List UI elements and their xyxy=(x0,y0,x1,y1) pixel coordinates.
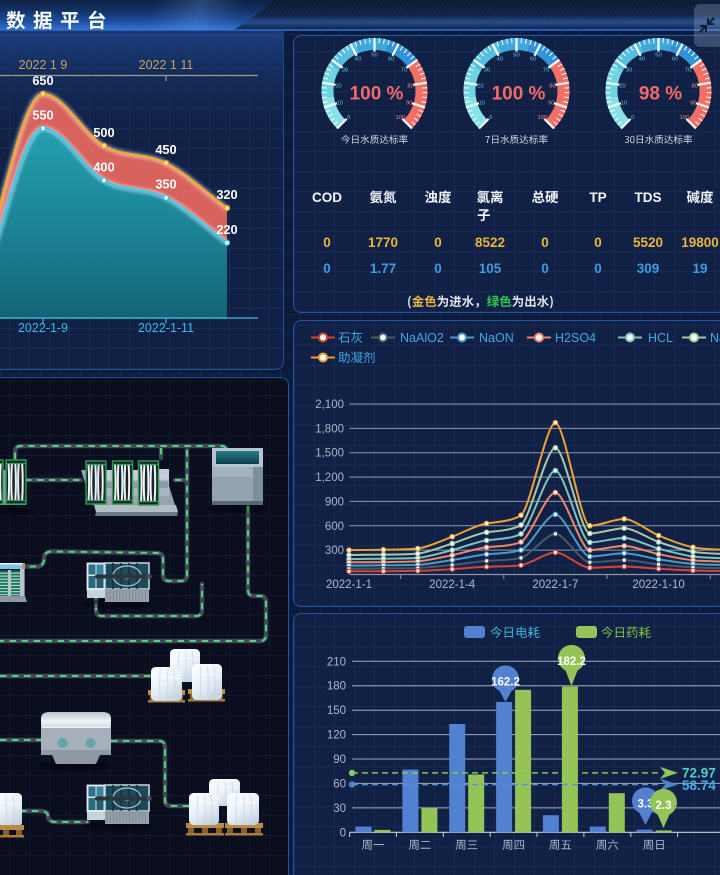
svg-text:2022-1-1: 2022-1-1 xyxy=(326,579,372,591)
svg-text:0: 0 xyxy=(347,115,350,121)
svg-text:8522: 8522 xyxy=(475,235,505,250)
svg-text:210: 210 xyxy=(327,656,346,668)
svg-text:58.74: 58.74 xyxy=(682,778,716,793)
svg-text:2,100: 2,100 xyxy=(315,399,344,411)
svg-text:0: 0 xyxy=(323,261,331,276)
svg-text:90: 90 xyxy=(548,100,554,106)
svg-text:0: 0 xyxy=(541,261,549,276)
svg-text:0: 0 xyxy=(594,261,602,276)
svg-text:2022-1-10: 2022-1-10 xyxy=(632,579,684,591)
svg-text:600: 600 xyxy=(325,521,344,533)
svg-text:900: 900 xyxy=(325,496,344,508)
svg-text:0: 0 xyxy=(434,235,442,250)
svg-text:20: 20 xyxy=(619,83,625,89)
svg-text:180: 180 xyxy=(327,681,346,693)
svg-text:1.77: 1.77 xyxy=(370,261,396,276)
svg-text:70: 70 xyxy=(401,68,407,74)
svg-text:60: 60 xyxy=(672,57,678,63)
svg-text:100: 100 xyxy=(537,115,547,121)
svg-text:10: 10 xyxy=(479,100,485,106)
svg-text:TP: TP xyxy=(589,190,606,205)
svg-text:30: 30 xyxy=(626,68,632,74)
svg-text:0: 0 xyxy=(631,115,634,121)
svg-text:30: 30 xyxy=(342,68,348,74)
svg-text:50: 50 xyxy=(513,53,519,59)
svg-text:350: 350 xyxy=(155,177,176,192)
svg-text:162.2: 162.2 xyxy=(491,677,520,689)
svg-text:1,500: 1,500 xyxy=(315,448,344,460)
svg-text:0: 0 xyxy=(541,235,549,250)
svg-text:2022-1-7: 2022-1-7 xyxy=(532,579,578,591)
svg-text:100: 100 xyxy=(679,115,689,121)
svg-text:100: 100 xyxy=(395,115,405,121)
svg-text:40: 40 xyxy=(497,57,503,63)
svg-text:1,800: 1,800 xyxy=(315,423,344,435)
svg-text:100 %: 100 % xyxy=(350,84,404,105)
svg-text:1770: 1770 xyxy=(368,235,398,250)
svg-text:2022-1-9: 2022-1-9 xyxy=(18,321,68,335)
svg-text:19: 19 xyxy=(692,261,707,276)
svg-text:NaCLO: NaCLO xyxy=(710,331,720,345)
svg-text:HCL: HCL xyxy=(648,331,673,345)
svg-text:220: 220 xyxy=(216,222,237,237)
svg-text:550: 550 xyxy=(32,107,53,122)
svg-text:30: 30 xyxy=(333,803,346,815)
svg-text:90: 90 xyxy=(333,754,346,766)
svg-text:70: 70 xyxy=(685,68,691,74)
svg-text:182.2: 182.2 xyxy=(557,656,586,668)
svg-text:90: 90 xyxy=(406,100,412,106)
svg-text:50: 50 xyxy=(371,53,377,59)
svg-text:70: 70 xyxy=(543,68,549,74)
svg-text:60: 60 xyxy=(333,778,346,790)
svg-text:NaAlO2: NaAlO2 xyxy=(400,331,444,345)
svg-text:0: 0 xyxy=(340,827,346,839)
svg-text:450: 450 xyxy=(155,142,176,157)
svg-text:309: 309 xyxy=(637,261,660,276)
svg-text:1,200: 1,200 xyxy=(315,472,344,484)
svg-text:0: 0 xyxy=(489,115,492,121)
svg-text:320: 320 xyxy=(216,187,237,202)
svg-text:2022-1-4: 2022-1-4 xyxy=(429,579,476,591)
svg-text:100 %: 100 % xyxy=(492,84,546,105)
svg-text:90: 90 xyxy=(690,100,696,106)
svg-text:TDS: TDS xyxy=(635,190,662,205)
svg-text:98 %: 98 % xyxy=(639,84,682,105)
svg-text:20: 20 xyxy=(335,83,341,89)
svg-text:300: 300 xyxy=(325,545,344,557)
svg-text:10: 10 xyxy=(337,100,343,106)
svg-text:150: 150 xyxy=(327,705,346,717)
svg-text:40: 40 xyxy=(355,57,361,63)
svg-text:400: 400 xyxy=(93,159,114,174)
svg-text:5520: 5520 xyxy=(633,235,663,250)
svg-text:500: 500 xyxy=(93,125,114,140)
svg-text:3.3: 3.3 xyxy=(638,799,654,811)
svg-text:COD: COD xyxy=(312,190,342,205)
svg-text:0: 0 xyxy=(323,235,331,250)
svg-text:19800: 19800 xyxy=(681,235,719,250)
svg-text:NaON: NaON xyxy=(479,331,514,345)
svg-text:80: 80 xyxy=(691,83,697,89)
svg-text:20: 20 xyxy=(477,83,483,89)
svg-text:0: 0 xyxy=(594,235,602,250)
svg-text:H2SO4: H2SO4 xyxy=(555,331,596,345)
svg-text:2022 1 9: 2022 1 9 xyxy=(19,58,68,72)
svg-text:40: 40 xyxy=(639,57,645,63)
svg-text:120: 120 xyxy=(327,730,346,742)
svg-text:60: 60 xyxy=(530,57,536,63)
svg-text:50: 50 xyxy=(655,53,661,59)
svg-text:2022 1 11: 2022 1 11 xyxy=(139,58,194,72)
svg-text:0: 0 xyxy=(434,261,442,276)
svg-text:105: 105 xyxy=(479,261,502,276)
svg-text:30: 30 xyxy=(484,68,490,74)
svg-text:2022-1-11: 2022-1-11 xyxy=(138,321,194,335)
svg-text:80: 80 xyxy=(549,83,555,89)
svg-text:60: 60 xyxy=(388,57,394,63)
svg-text:72.97: 72.97 xyxy=(682,765,716,780)
svg-text:80: 80 xyxy=(407,83,413,89)
svg-text:10: 10 xyxy=(621,100,627,106)
svg-text:2.3: 2.3 xyxy=(656,800,672,812)
